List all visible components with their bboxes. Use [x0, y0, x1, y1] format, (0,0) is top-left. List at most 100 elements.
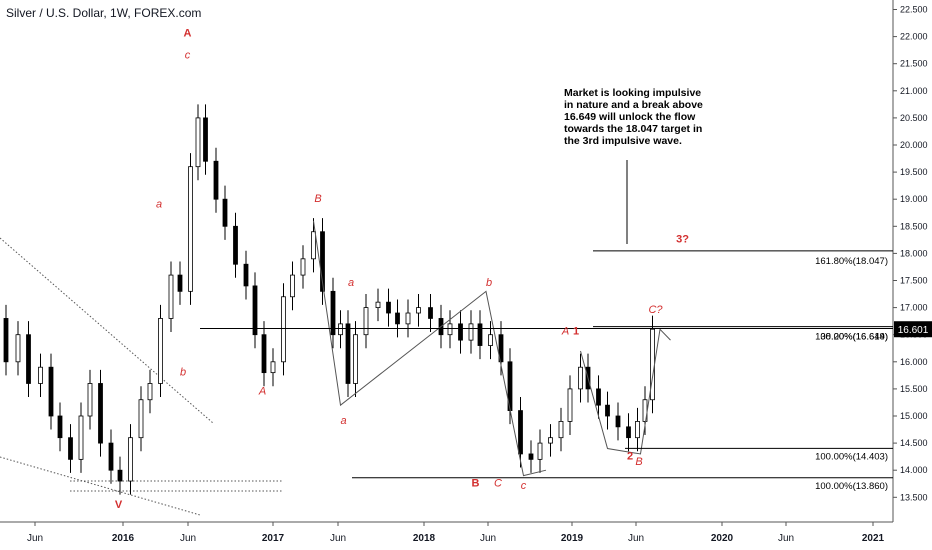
- price-tick-label: 17.500: [900, 276, 928, 286]
- annotation-line: 16.649 will unlock the flow: [564, 111, 696, 123]
- candle-body: [375, 301, 381, 308]
- candle-body: [158, 318, 163, 384]
- time-tick-label: Jun: [480, 533, 496, 544]
- candle-body: [26, 334, 31, 384]
- candle-body: [138, 399, 144, 439]
- candle-body: [596, 388, 601, 406]
- price-tick-label: 14.500: [900, 438, 928, 448]
- candle-body: [3, 318, 9, 363]
- wave-label: b: [486, 277, 492, 289]
- price-tick-label: 15.000: [900, 411, 928, 421]
- wave-label: a: [340, 415, 346, 427]
- candle-body: [488, 334, 493, 346]
- candle-body: [270, 361, 276, 374]
- candle-body: [261, 334, 267, 374]
- fib-level-label: 100.00%(14.403): [815, 451, 888, 462]
- fib-level-label: 100.00%(13.860): [815, 481, 888, 492]
- candle-body: [386, 301, 391, 314]
- candle-body: [320, 231, 325, 292]
- price-tick-label: 17.000: [900, 303, 928, 313]
- wave-label: V: [115, 499, 123, 511]
- candle-body: [395, 312, 400, 325]
- price-tick-label: 21.500: [900, 59, 928, 69]
- wave-label: a: [156, 198, 162, 210]
- candle-body: [38, 366, 43, 384]
- candle-body: [528, 453, 534, 460]
- fib-level-label: 38.20%(16.649): [820, 332, 888, 343]
- annotation-line: Market is looking impulsive: [564, 87, 702, 99]
- candle-body: [252, 285, 258, 336]
- candle-body: [447, 323, 453, 336]
- candle-body: [290, 274, 295, 298]
- annotation-line: in nature and a break above: [564, 99, 703, 111]
- lower-trendline: [0, 456, 201, 516]
- time-tick-label: 2020: [711, 533, 734, 544]
- price-tick-label: 19.500: [900, 167, 928, 177]
- candle-body: [195, 117, 201, 168]
- time-tick-label: Jun: [180, 533, 196, 544]
- price-tick-label: 20.000: [900, 140, 928, 150]
- time-tick-label: 2021: [862, 533, 885, 544]
- candle-body: [233, 225, 238, 265]
- candle-body: [626, 426, 631, 439]
- candle-body: [57, 415, 63, 439]
- candle-body: [578, 366, 583, 390]
- candle-body: [635, 421, 640, 439]
- candle-body: [300, 258, 306, 276]
- candle-body: [108, 442, 114, 471]
- candle-body: [78, 415, 84, 460]
- wave-label: a: [348, 277, 354, 289]
- current-price-tag: [894, 321, 932, 338]
- candle-body: [518, 410, 523, 455]
- price-tick-label: 18.500: [900, 221, 928, 231]
- wave-label: B: [314, 193, 321, 205]
- candle-body: [363, 307, 369, 336]
- candle-body: [243, 263, 249, 287]
- candle-body: [405, 312, 411, 325]
- time-tick-label: Jun: [27, 533, 43, 544]
- wave-label: B: [635, 456, 642, 468]
- candle-body: [558, 421, 564, 439]
- wave-label: A: [184, 28, 192, 40]
- candle-body: [345, 323, 351, 384]
- wave-label: 2: [627, 450, 633, 462]
- time-tick-label: Jun: [628, 533, 644, 544]
- wave-label: b: [180, 366, 186, 378]
- wave-label: c: [185, 49, 191, 61]
- analysis-annotation: Market is looking impulsive in nature an…: [564, 87, 714, 147]
- price-tick-label: 21.000: [900, 86, 928, 96]
- price-tick-label: 22.000: [900, 32, 928, 42]
- candle-body: [468, 323, 474, 341]
- candle-body: [311, 231, 316, 260]
- wave-label: 3?: [676, 234, 689, 246]
- candle-body: [87, 383, 93, 417]
- chart-title: Silver / U.S. Dollar, 1W, FOREX.com: [6, 6, 202, 20]
- price-tick-label: 13.500: [900, 492, 928, 502]
- candle-body: [222, 198, 228, 227]
- candle-body: [203, 117, 208, 162]
- wave-label: A: [258, 385, 266, 397]
- price-tick-label: 22.500: [900, 5, 928, 15]
- candle-body: [567, 388, 573, 422]
- candle-body: [428, 307, 433, 319]
- wave-label: 1: [573, 326, 579, 338]
- candle-body: [338, 323, 343, 336]
- candle-body: [177, 274, 183, 292]
- price-tick-label: 15.500: [900, 384, 928, 394]
- candle-body: [477, 323, 483, 346]
- candle-body: [48, 366, 54, 417]
- current-price-label: 16.601: [898, 325, 929, 336]
- candle-body: [168, 274, 174, 319]
- candle-body: [213, 160, 219, 200]
- fib-level-label: 100.00%(16.614): [815, 332, 888, 343]
- wave-label: A: [561, 326, 569, 338]
- price-tick-label: 14.000: [900, 465, 928, 475]
- candle-body: [117, 469, 123, 482]
- candle-body: [330, 290, 336, 336]
- price-tick-label: 16.000: [900, 357, 928, 367]
- candle-body: [147, 383, 153, 401]
- wave-count-line: [313, 220, 547, 477]
- wave-label: C?: [648, 304, 663, 316]
- candle-body: [68, 437, 73, 460]
